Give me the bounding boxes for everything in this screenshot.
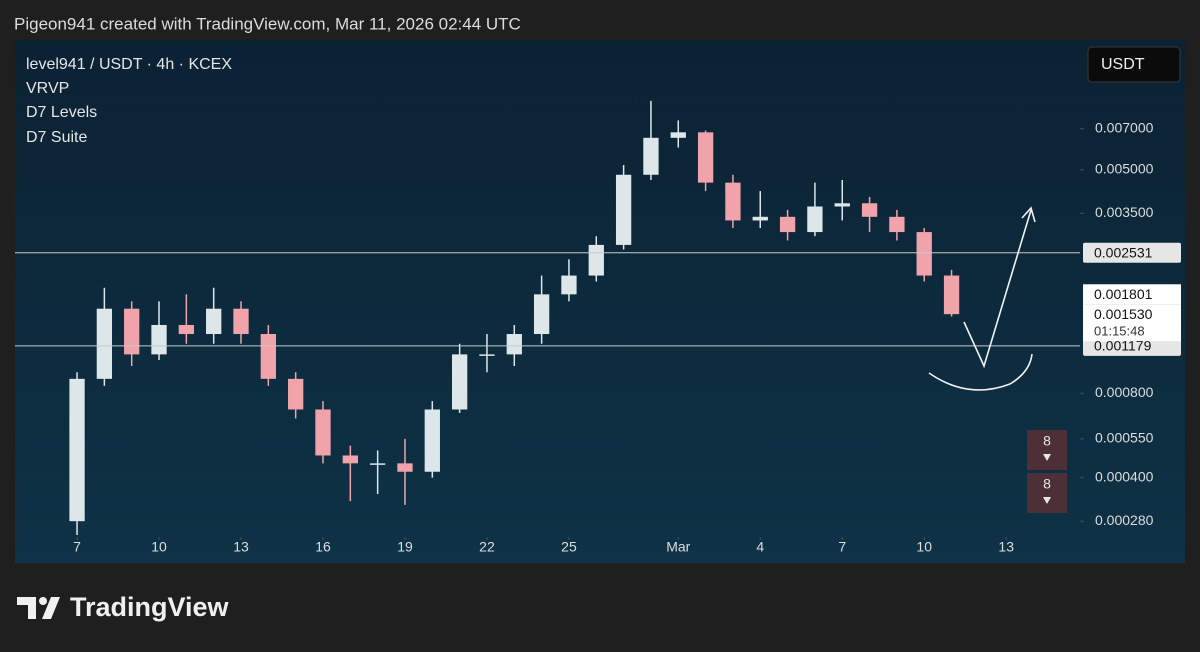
y-tick-label: 0.000280 [1095, 512, 1154, 528]
candle-body [670, 132, 686, 138]
candle-body [588, 244, 604, 276]
candle-body [479, 354, 495, 356]
y-tick-label: 0.000800 [1095, 384, 1154, 400]
candle-body [779, 216, 796, 233]
x-tick-label: 13 [233, 539, 249, 555]
marker-arrow [1043, 454, 1051, 461]
candle-body [370, 463, 386, 465]
price-label-box [1083, 284, 1181, 305]
candle-body [916, 232, 932, 276]
candle-body [752, 216, 768, 221]
candle-body [561, 275, 577, 295]
arrow-head [1021, 206, 1036, 223]
marker-box[interactable] [1027, 430, 1067, 470]
header: Pigeon941 created with TradingView.com, … [14, 14, 521, 33]
candle-body [615, 174, 632, 245]
x-tick-label: 7 [73, 539, 81, 555]
price-label: 0.001801 [1094, 286, 1153, 302]
candle-body [342, 455, 358, 464]
indicator: D7 Levels [26, 104, 97, 121]
annotation-arrow [963, 209, 1032, 369]
candle-body [943, 275, 960, 315]
currency-button[interactable] [1087, 46, 1181, 83]
candle-body [861, 203, 878, 217]
level-label: 0.001179 [1094, 338, 1152, 354]
candle-body [151, 324, 167, 355]
level-label: 0.002531 [1094, 244, 1153, 260]
x-tick-label: Mar [666, 539, 690, 555]
x-tick-label: 13 [998, 539, 1014, 555]
currency-label[interactable]: USDT [1101, 56, 1145, 73]
indicator: VRVP [26, 80, 69, 97]
candle-body [451, 354, 468, 410]
x-tick-label: 10 [916, 539, 932, 555]
y-tick-label: 0.007000 [1095, 119, 1154, 135]
candle-body [124, 308, 140, 355]
marker-count[interactable]: 8 [1043, 433, 1051, 449]
marker-count[interactable]: 8 [1043, 476, 1051, 492]
candle-body [697, 132, 714, 183]
y-tick-label: 0.000400 [1095, 468, 1154, 484]
marker-arrow [1043, 497, 1051, 504]
candle-body [397, 463, 413, 472]
y-tick-label: 0.000550 [1095, 430, 1154, 446]
footer-brand: TradingView [70, 592, 230, 622]
annotation-curve [928, 353, 1033, 391]
x-tick-label: 7 [838, 539, 846, 555]
price-label: 0.001530 [1094, 306, 1153, 322]
price-label-box [1083, 304, 1181, 325]
chart-panel [15, 40, 1185, 563]
candle-body [96, 308, 113, 379]
candle-body [807, 206, 823, 233]
candle-body [643, 137, 659, 175]
countdown-box [1083, 323, 1181, 342]
x-tick-label: 25 [561, 539, 577, 555]
level-label-box [1083, 242, 1181, 263]
y-tick-label: 0.003500 [1095, 204, 1154, 220]
x-tick-label: 10 [151, 539, 167, 555]
candle-body [69, 378, 85, 522]
candle-body [178, 324, 195, 335]
candle-body [288, 378, 304, 410]
x-tick-label: 4 [756, 539, 764, 555]
candle-body [506, 334, 522, 355]
x-tick-label: 22 [479, 539, 495, 555]
candle-body [533, 294, 550, 335]
candle-body [315, 409, 331, 456]
countdown: 01:15:48 [1094, 324, 1145, 339]
candle-body [260, 334, 276, 379]
candle-body [834, 203, 850, 207]
candle-body [889, 216, 905, 233]
y-tick-label: 0.005000 [1095, 160, 1154, 176]
candle-body [233, 308, 249, 335]
x-tick-label: 19 [397, 539, 413, 555]
x-tick-label: 16 [315, 539, 331, 555]
chart-title: level941 / USDT · 4h · KCEX [26, 56, 232, 73]
candle-body [206, 308, 222, 335]
plot: 0.007000 0.005000 0.003500 0.000800 0.000550… [15, 100, 1154, 555]
candle-body [725, 182, 741, 221]
marker-box[interactable] [1027, 473, 1067, 513]
candle-body [424, 409, 440, 472]
indicator: D7 Suite [26, 129, 87, 146]
logo-part [42, 597, 60, 619]
logo-part [17, 597, 36, 619]
logo-part [39, 597, 47, 605]
logo [17, 597, 60, 619]
